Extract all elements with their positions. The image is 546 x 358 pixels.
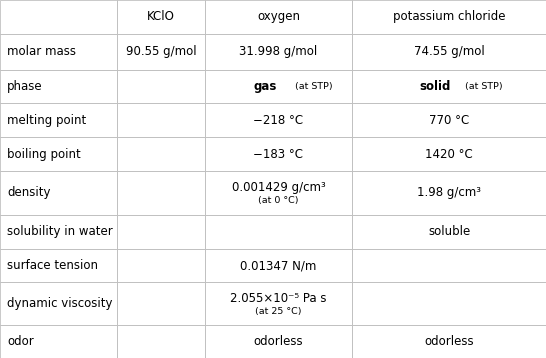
Bar: [352, 248, 546, 282]
Text: (at STP): (at STP): [465, 82, 503, 91]
Bar: [0, 0, 117, 34]
Text: (at STP): (at STP): [295, 82, 333, 91]
Text: 1420 °C: 1420 °C: [425, 147, 473, 161]
Bar: [352, 0, 546, 34]
Bar: [352, 171, 546, 215]
Bar: [352, 34, 546, 69]
Text: potassium chloride: potassium chloride: [393, 10, 506, 23]
Bar: [205, 137, 352, 171]
Text: gas: gas: [253, 80, 276, 93]
Bar: [0, 34, 117, 69]
Bar: [0, 137, 117, 171]
Bar: [352, 215, 546, 248]
Text: molar mass: molar mass: [7, 45, 76, 58]
Bar: [205, 248, 352, 282]
Text: 2.055×10⁻⁵ Pa s: 2.055×10⁻⁵ Pa s: [230, 292, 327, 305]
Bar: [205, 215, 352, 248]
Bar: [205, 282, 352, 325]
Bar: [205, 103, 352, 137]
Bar: [117, 34, 205, 69]
Bar: [0, 325, 117, 358]
Text: dynamic viscosity: dynamic viscosity: [7, 297, 112, 310]
Bar: [0, 215, 117, 248]
Text: 74.55 g/mol: 74.55 g/mol: [414, 45, 484, 58]
Text: (at 0 °C): (at 0 °C): [258, 196, 299, 205]
Text: 770 °C: 770 °C: [429, 114, 469, 127]
Text: (at 25 °C): (at 25 °C): [255, 307, 302, 316]
Text: solubility in water: solubility in water: [7, 225, 113, 238]
Bar: [205, 69, 352, 103]
Text: KClO: KClO: [147, 10, 175, 23]
Bar: [352, 325, 546, 358]
Bar: [117, 103, 205, 137]
Bar: [117, 0, 205, 34]
Bar: [117, 137, 205, 171]
Text: 0.001429 g/cm³: 0.001429 g/cm³: [232, 181, 325, 194]
Text: odorless: odorless: [424, 335, 474, 348]
Bar: [0, 103, 117, 137]
Bar: [117, 215, 205, 248]
Bar: [352, 69, 546, 103]
Bar: [352, 282, 546, 325]
Text: boiling point: boiling point: [7, 147, 81, 161]
Bar: [0, 248, 117, 282]
Bar: [205, 171, 352, 215]
Text: odorless: odorless: [254, 335, 303, 348]
Text: melting point: melting point: [7, 114, 86, 127]
Text: oxygen: oxygen: [257, 10, 300, 23]
Text: density: density: [7, 187, 51, 199]
Text: 31.998 g/mol: 31.998 g/mol: [239, 45, 318, 58]
Bar: [117, 171, 205, 215]
Bar: [0, 282, 117, 325]
Bar: [352, 137, 546, 171]
Text: 90.55 g/mol: 90.55 g/mol: [126, 45, 197, 58]
Bar: [117, 282, 205, 325]
Bar: [117, 248, 205, 282]
Text: 1.98 g/cm³: 1.98 g/cm³: [417, 187, 481, 199]
Text: phase: phase: [7, 80, 43, 93]
Bar: [0, 69, 117, 103]
Bar: [352, 103, 546, 137]
Bar: [205, 34, 352, 69]
Bar: [205, 0, 352, 34]
Text: soluble: soluble: [428, 225, 470, 238]
Bar: [117, 325, 205, 358]
Bar: [117, 69, 205, 103]
Text: odor: odor: [7, 335, 34, 348]
Text: −218 °C: −218 °C: [253, 114, 304, 127]
Text: −183 °C: −183 °C: [253, 147, 304, 161]
Text: 0.01347 N/m: 0.01347 N/m: [240, 259, 317, 272]
Bar: [205, 325, 352, 358]
Text: solid: solid: [420, 80, 451, 93]
Text: surface tension: surface tension: [7, 259, 98, 272]
Bar: [0, 171, 117, 215]
